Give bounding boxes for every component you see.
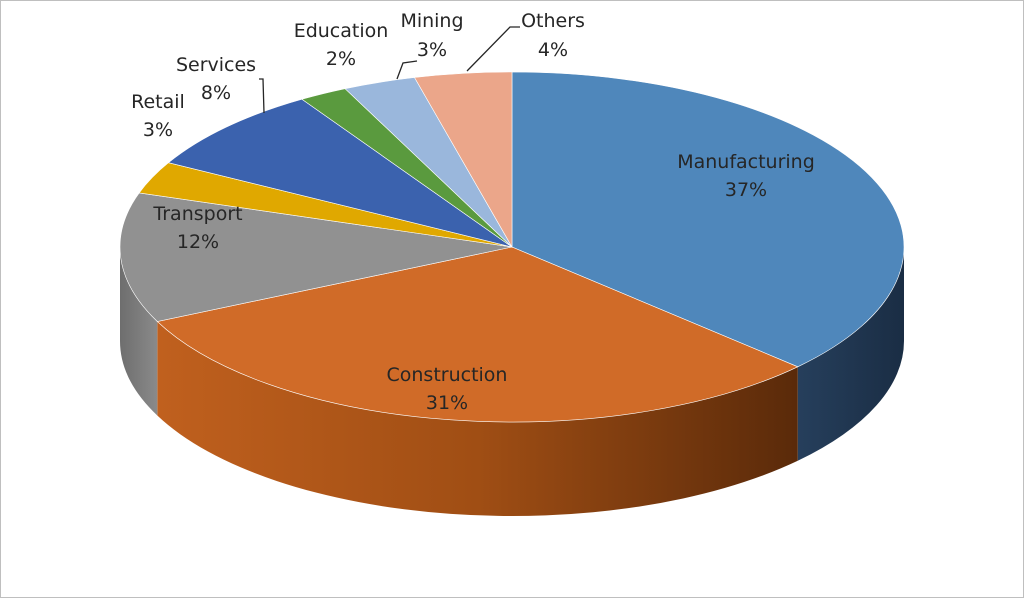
- leader-line-others: [466, 26, 520, 72]
- data-label-others-value: 4%: [538, 39, 568, 61]
- data-label-services-value: 8%: [201, 82, 231, 104]
- pie-slice-transport: [119, 192, 513, 322]
- data-label-construction-category: Construction: [387, 364, 508, 386]
- pie-slice-others: [414, 71, 513, 249]
- data-label-mining-value: 3%: [417, 39, 447, 61]
- data-label-manufacturing-value: 37%: [725, 179, 767, 201]
- data-label-services-category: Services: [176, 54, 256, 76]
- data-label-others-category: Others: [521, 10, 585, 32]
- pie-slice-manufacturing: [511, 71, 905, 368]
- leader-line-services: [259, 78, 265, 114]
- pie-side-construction: [157, 321, 798, 516]
- leader-line-mining: [396, 60, 418, 80]
- data-label-education-category: Education: [294, 20, 389, 42]
- pie-slice-services: [167, 98, 513, 248]
- data-label-construction-value: 31%: [426, 392, 468, 414]
- pie-slice-construction: [156, 246, 799, 423]
- data-label-retail-value: 3%: [143, 119, 173, 141]
- data-label-manufacturing-category: Manufacturing: [677, 151, 815, 173]
- data-label-retail-category: Retail: [131, 91, 185, 113]
- data-label-education-value: 2%: [326, 48, 356, 70]
- data-label-transport-category: Transport: [152, 203, 242, 225]
- pie-side-transport: [120, 247, 158, 416]
- data-label-mining-category: Mining: [400, 10, 463, 32]
- data-label-transport-value: 12%: [177, 231, 219, 253]
- pie-side-manufacturing: [797, 247, 904, 461]
